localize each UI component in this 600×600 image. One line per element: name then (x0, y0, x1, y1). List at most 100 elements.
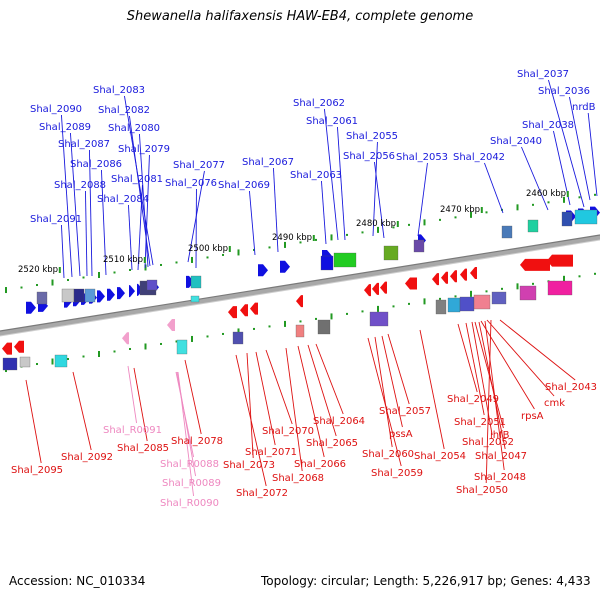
forward-leader-line (569, 96, 591, 201)
reverse-gene-label: Shal_2085 (117, 443, 169, 454)
ruler-tick (454, 216, 457, 219)
forward-gene-label: Shal_2089 (39, 122, 91, 133)
ruler-tick (113, 271, 116, 274)
ruler-tick (408, 302, 410, 305)
forward-gene-label: nrdB (572, 102, 596, 113)
forward-gene-label: Shal_2053 (396, 152, 448, 163)
feature-box (383, 245, 399, 261)
reverse-gene-arrow (470, 267, 477, 280)
reverse-gene-arrow (2, 342, 12, 355)
reverse-gene-arrow (450, 270, 457, 283)
reverse-leader-line (72, 371, 92, 451)
forward-leader-line (548, 79, 585, 208)
feature-box (232, 331, 244, 345)
forward-gene-label: Shal_2036 (538, 86, 590, 97)
forward-leader-line (374, 161, 385, 239)
backbone (0, 234, 600, 337)
forward-gene-label: Shal_2056 (343, 151, 395, 162)
ruler-tick (547, 201, 550, 204)
ruler-tick (237, 249, 240, 256)
ruler-tick (82, 276, 85, 279)
rna-gene-label: Shal_R0091 (103, 425, 162, 436)
forward-gene-label: Shal_2090 (30, 104, 82, 115)
reverse-gene-label: Shal_2043 (545, 382, 597, 393)
feature-box (413, 239, 425, 253)
reverse-gene-label: Shal_2049 (447, 394, 499, 405)
forward-leader-line (137, 184, 143, 271)
genome-title: Shewanella halifaxensis HAW-EB4, complet… (126, 9, 474, 24)
ruler-tick (408, 223, 410, 226)
forward-gene-label: Shal_2042 (453, 152, 505, 163)
ruler-tick (175, 340, 178, 343)
scale-tick (143, 257, 146, 263)
backbone-edge (0, 239, 600, 337)
ruler-tick (361, 231, 364, 234)
ruler-tick (501, 287, 503, 290)
forward-gene-label: Shal_2088 (54, 180, 106, 191)
forward-leader-line (61, 114, 73, 278)
forward-leader-line (249, 190, 256, 256)
reverse-gene-arrow (460, 268, 467, 281)
feature-box (333, 252, 357, 268)
forward-leader-line (128, 204, 133, 271)
feature-box (54, 354, 68, 368)
rna-gene-arrow (167, 319, 175, 332)
forward-gene-label: Shal_2076 (165, 178, 217, 189)
forward-gene-arrow (186, 275, 194, 288)
reverse-leader-line (480, 320, 535, 410)
ruler-tick (315, 238, 317, 241)
ruler-tick (594, 193, 596, 196)
forward-leader-line (324, 108, 339, 241)
ruler-tick (563, 275, 565, 282)
reverse-gene-arrow (405, 277, 417, 290)
reverse-gene-arrow (364, 284, 371, 297)
reverse-leader-line (297, 345, 325, 458)
scale-tick (58, 267, 61, 273)
forward-gene-arrow (129, 285, 135, 298)
ruler-tick (563, 196, 565, 203)
reverse-gene-label: Shal_2048 (474, 472, 526, 483)
ruler-tick (113, 350, 116, 353)
scale-label: 2470 kbp (440, 205, 480, 215)
reverse-leader-line (374, 336, 393, 448)
feature-box (84, 288, 96, 303)
backbone-edge (0, 234, 600, 332)
forward-gene-arrow (26, 301, 36, 314)
reverse-gene-arrow (380, 281, 387, 294)
feature-box (146, 279, 158, 291)
reverse-leader-line (465, 322, 485, 416)
reverse-gene-arrow (432, 273, 439, 286)
ruler-tick (160, 342, 162, 345)
forward-leader-line (417, 162, 428, 237)
ruler-tick (82, 355, 85, 358)
ruler-tick (423, 219, 426, 226)
reverse-gene-label: Shal_2095 (11, 465, 63, 476)
reverse-gene-arrow (372, 282, 379, 295)
forward-leader-line (89, 149, 93, 277)
forward-leader-line (139, 133, 149, 268)
feature-box (19, 356, 31, 368)
reverse-gene-label: Shal_2047 (475, 451, 527, 462)
rna-gene-arrow (122, 332, 129, 345)
reverse-leader-line (367, 337, 402, 467)
rna-gene-label: Shal_R0088 (160, 459, 219, 470)
forward-gene-label: Shal_2083 (93, 85, 145, 96)
ruler-tick (578, 275, 581, 278)
scale-label: 2480 kbp (356, 219, 396, 229)
reverse-gene-label: Shal_2073 (223, 460, 275, 471)
rna-leader-line (127, 365, 137, 424)
ruler-tick (578, 196, 581, 199)
forward-leader-line (587, 112, 598, 197)
reverse-leader-line (471, 321, 493, 436)
ruler-tick (377, 226, 379, 233)
ruler-tick (485, 211, 488, 214)
forward-leader-line (144, 154, 150, 269)
forward-gene-label: Shal_2062 (293, 98, 345, 109)
reverse-gene-label: Shal_2050 (456, 485, 508, 496)
reverse-leader-line (387, 333, 410, 405)
feature-box (176, 339, 188, 355)
forward-leader-line (101, 169, 107, 276)
feature-box (317, 319, 331, 335)
reverse-gene-arrow (228, 306, 237, 319)
